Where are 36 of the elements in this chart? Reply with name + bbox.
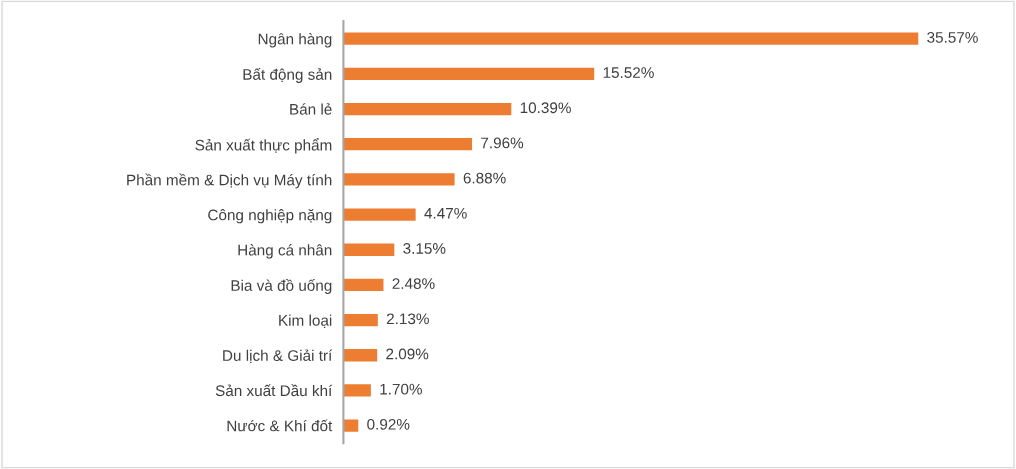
bar <box>343 208 416 221</box>
bar <box>343 32 919 45</box>
y-tick-label: Du lịch & Giải trí <box>223 349 333 364</box>
bar <box>343 384 371 397</box>
y-tick-label: Sản xuất thực phẩm <box>195 138 332 154</box>
y-tick-label: Phần mềm & Dịch vụ Máy tính <box>127 173 332 189</box>
y-tick-label: Bia và đồ uống <box>231 279 332 294</box>
bar <box>343 102 512 116</box>
bar <box>343 313 378 327</box>
bar <box>343 67 595 81</box>
bar <box>343 243 395 256</box>
data-label: 3.15% <box>403 243 446 254</box>
bar <box>343 278 384 292</box>
data-label: 15.52% <box>603 67 654 78</box>
data-label: 35.57% <box>927 31 978 43</box>
data-label: 1.70% <box>380 383 422 395</box>
data-label: 10.39% <box>520 102 571 114</box>
data-label: 0.92% <box>367 418 410 430</box>
y-tick-label: Kim loại <box>279 314 332 328</box>
bar <box>343 419 359 432</box>
y-tick-label: Ngân hàng <box>258 33 332 48</box>
y-tick-label: Hàng cá nhân <box>238 244 332 259</box>
data-label: 4.47% <box>424 207 467 219</box>
data-label: 2.48% <box>392 278 435 290</box>
data-label: 2.13% <box>386 313 429 325</box>
y-tick-label: Bất động sản <box>243 68 332 83</box>
bar <box>343 138 473 151</box>
bar <box>343 349 378 362</box>
data-label: 6.88% <box>463 172 506 184</box>
y-tick-label: Nước & Khí đốt <box>227 419 333 432</box>
y-tick-label: Bán lẻ <box>290 103 332 115</box>
y-tick-label: Sản xuất Dầu khí <box>215 384 333 397</box>
data-label: 2.09% <box>386 348 429 360</box>
data-label: 7.96% <box>481 137 524 149</box>
y-tick-label: Công nghiệp nặng <box>208 208 332 224</box>
bar <box>343 173 455 186</box>
